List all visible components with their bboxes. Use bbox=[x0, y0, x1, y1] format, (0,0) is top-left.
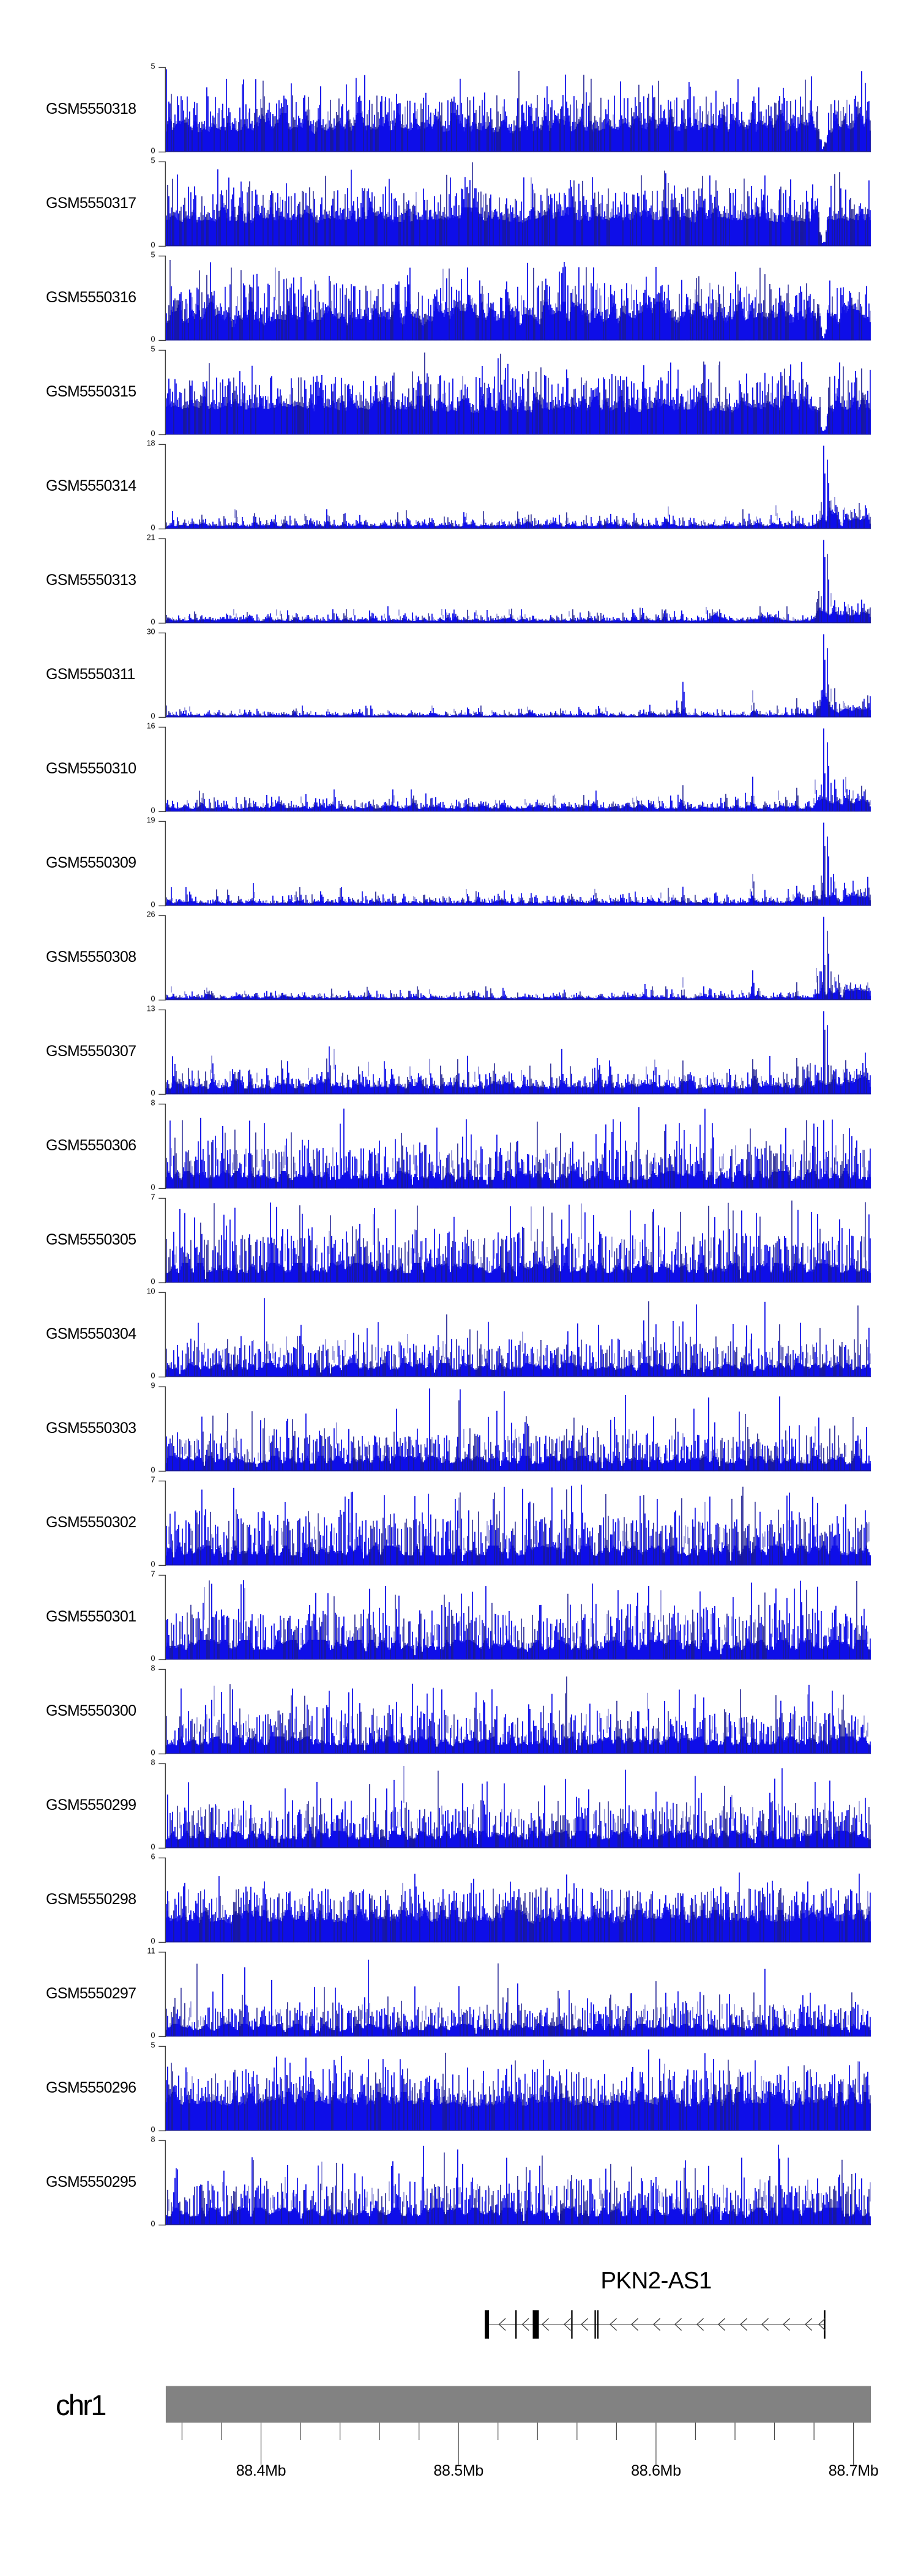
svg-text:88.6Mb: 88.6Mb bbox=[631, 2462, 681, 2479]
svg-text:GSM5550307: GSM5550307 bbox=[46, 1043, 136, 1060]
svg-text:0: 0 bbox=[151, 900, 155, 909]
svg-text:0: 0 bbox=[151, 2219, 155, 2228]
svg-text:GSM5550302: GSM5550302 bbox=[46, 1514, 136, 1531]
svg-text:GSM5550305: GSM5550305 bbox=[46, 1231, 136, 1248]
svg-text:7: 7 bbox=[151, 1475, 155, 1484]
svg-text:30: 30 bbox=[147, 627, 155, 636]
svg-text:0: 0 bbox=[151, 1842, 155, 1851]
svg-text:GSM5550304: GSM5550304 bbox=[46, 1325, 136, 1342]
svg-text:0: 0 bbox=[151, 806, 155, 814]
svg-text:18: 18 bbox=[147, 439, 155, 447]
svg-text:0: 0 bbox=[151, 2031, 155, 2039]
svg-text:0: 0 bbox=[151, 617, 155, 626]
svg-text:0: 0 bbox=[151, 1560, 155, 1568]
svg-text:0: 0 bbox=[151, 1748, 155, 1757]
svg-text:6: 6 bbox=[151, 1852, 155, 1861]
svg-text:0: 0 bbox=[151, 1277, 155, 1286]
svg-text:GSM5550310: GSM5550310 bbox=[46, 760, 136, 777]
svg-text:5: 5 bbox=[151, 250, 155, 259]
svg-text:GSM5550297: GSM5550297 bbox=[46, 1985, 136, 2002]
svg-text:0: 0 bbox=[151, 335, 155, 343]
svg-text:11: 11 bbox=[147, 1946, 155, 1955]
svg-text:0: 0 bbox=[151, 1654, 155, 1662]
svg-text:0: 0 bbox=[151, 146, 155, 155]
svg-text:0: 0 bbox=[151, 994, 155, 1003]
svg-text:13: 13 bbox=[147, 1004, 155, 1013]
svg-text:GSM5550315: GSM5550315 bbox=[46, 383, 136, 400]
svg-text:0: 0 bbox=[151, 1465, 155, 1474]
svg-text:GSM5550301: GSM5550301 bbox=[46, 1608, 136, 1625]
svg-text:8: 8 bbox=[151, 1098, 155, 1107]
svg-text:GSM5550308: GSM5550308 bbox=[46, 948, 136, 966]
svg-text:GSM5550300: GSM5550300 bbox=[46, 1702, 136, 1719]
svg-text:21: 21 bbox=[147, 533, 155, 542]
svg-text:5: 5 bbox=[151, 2041, 155, 2049]
svg-text:GSM5550317: GSM5550317 bbox=[46, 195, 136, 212]
svg-text:8: 8 bbox=[151, 1758, 155, 1766]
svg-text:88.5Mb: 88.5Mb bbox=[433, 2462, 483, 2479]
svg-text:5: 5 bbox=[151, 156, 155, 165]
svg-text:5: 5 bbox=[151, 344, 155, 353]
svg-text:0: 0 bbox=[151, 240, 155, 249]
svg-text:GSM5550298: GSM5550298 bbox=[46, 1891, 136, 1908]
svg-text:9: 9 bbox=[151, 1381, 155, 1390]
svg-text:26: 26 bbox=[147, 910, 155, 918]
svg-text:GSM5550299: GSM5550299 bbox=[46, 1796, 136, 1814]
svg-text:chr1: chr1 bbox=[56, 2389, 105, 2421]
svg-text:10: 10 bbox=[147, 1287, 155, 1295]
svg-text:88.7Mb: 88.7Mb bbox=[829, 2462, 879, 2479]
svg-text:0: 0 bbox=[151, 1371, 155, 1380]
svg-text:0: 0 bbox=[151, 1183, 155, 1191]
svg-text:0: 0 bbox=[151, 2125, 155, 2134]
svg-text:0: 0 bbox=[151, 1089, 155, 1097]
svg-text:16: 16 bbox=[147, 721, 155, 730]
svg-text:0: 0 bbox=[151, 523, 155, 532]
svg-text:19: 19 bbox=[147, 816, 155, 824]
svg-text:GSM5550318: GSM5550318 bbox=[46, 100, 136, 117]
svg-text:GSM5550303: GSM5550303 bbox=[46, 1420, 136, 1437]
svg-text:GSM5550306: GSM5550306 bbox=[46, 1137, 136, 1154]
svg-text:5: 5 bbox=[151, 62, 155, 70]
svg-text:0: 0 bbox=[151, 429, 155, 437]
svg-text:GSM5550311: GSM5550311 bbox=[46, 666, 135, 683]
svg-text:88.4Mb: 88.4Mb bbox=[236, 2462, 286, 2479]
svg-text:GSM5550316: GSM5550316 bbox=[46, 289, 136, 306]
svg-text:0: 0 bbox=[151, 1937, 155, 1945]
svg-text:8: 8 bbox=[151, 1664, 155, 1672]
svg-text:GSM5550314: GSM5550314 bbox=[46, 477, 136, 494]
svg-text:GSM5550296: GSM5550296 bbox=[46, 2079, 136, 2096]
svg-text:0: 0 bbox=[151, 712, 155, 720]
svg-text:7: 7 bbox=[151, 1569, 155, 1578]
svg-text:8: 8 bbox=[151, 2135, 155, 2143]
svg-text:GSM5550313: GSM5550313 bbox=[46, 571, 136, 589]
svg-text:GSM5550295: GSM5550295 bbox=[46, 2173, 136, 2191]
svg-text:PKN2-AS1: PKN2-AS1 bbox=[600, 2268, 711, 2294]
svg-text:GSM5550309: GSM5550309 bbox=[46, 854, 136, 871]
svg-text:7: 7 bbox=[151, 1193, 155, 1201]
